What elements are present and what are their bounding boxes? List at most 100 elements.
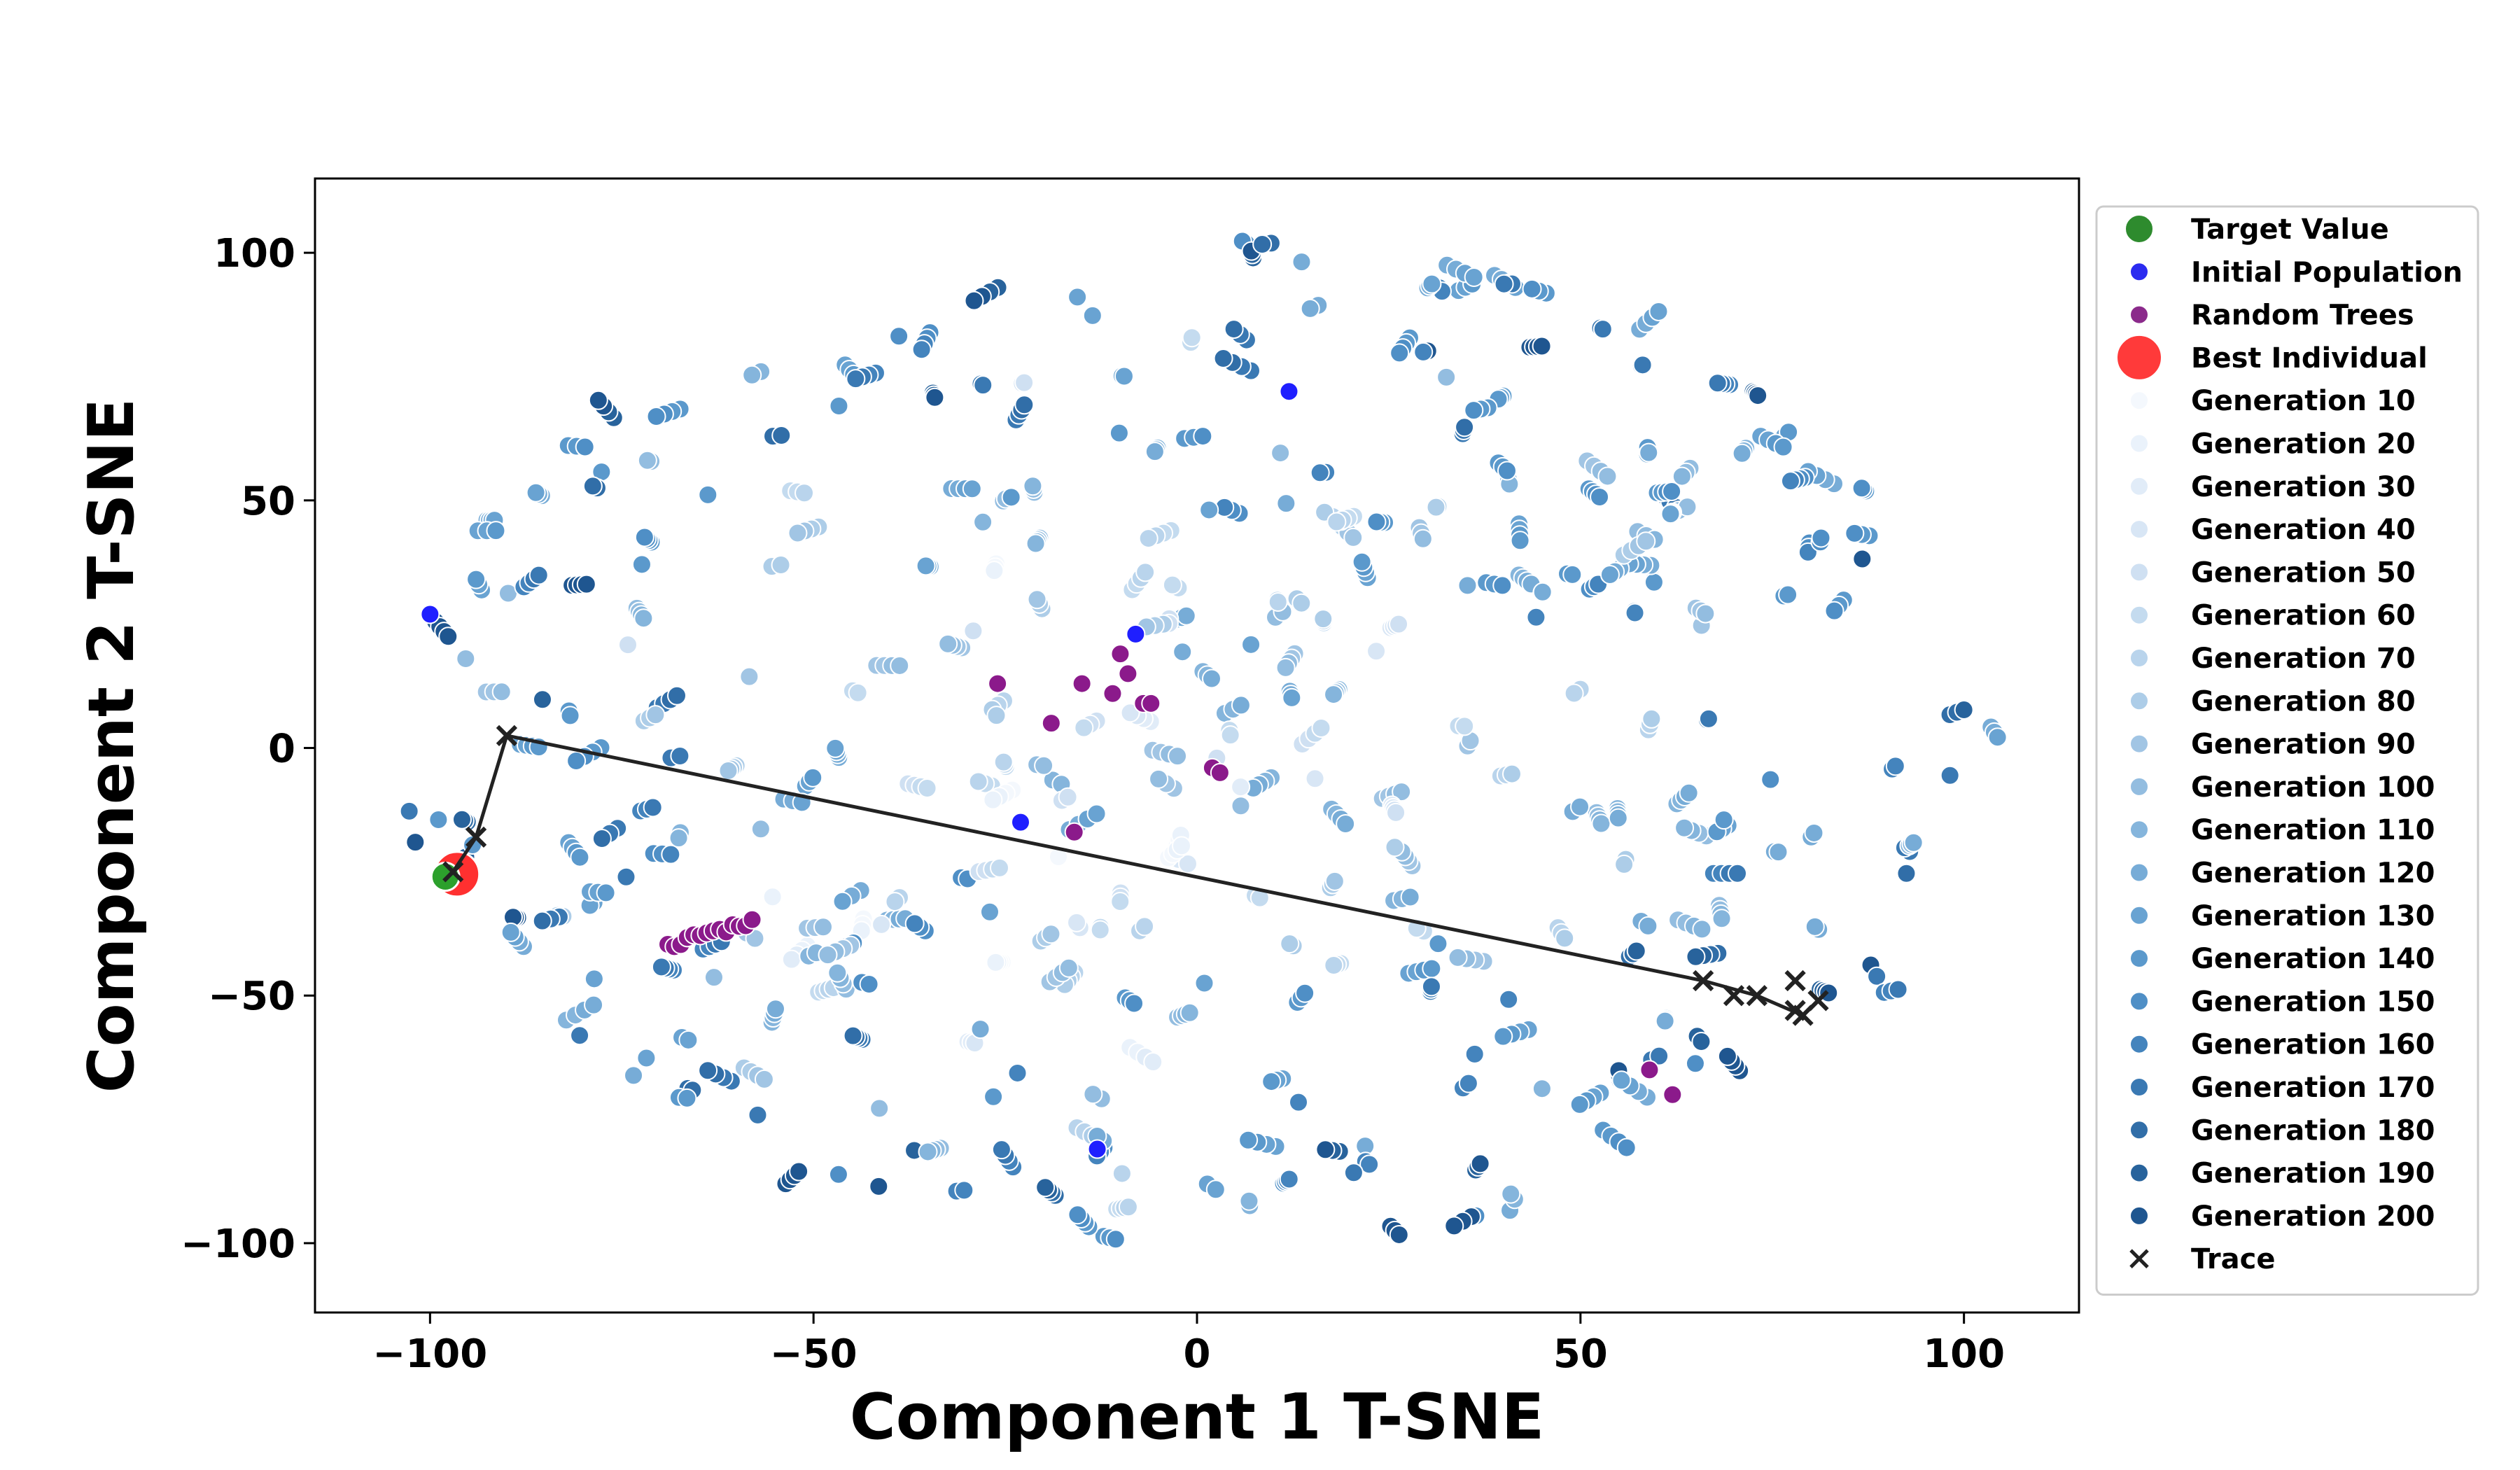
generation-point bbox=[1359, 1154, 1380, 1175]
generation-point bbox=[794, 483, 815, 503]
initial-population-point bbox=[420, 604, 440, 624]
generation-point bbox=[750, 819, 771, 839]
generation-point bbox=[1413, 342, 1434, 362]
generation-point bbox=[1180, 1002, 1200, 1023]
generation-point bbox=[1773, 437, 1793, 457]
generation-point bbox=[1026, 533, 1046, 554]
generation-point bbox=[532, 690, 552, 710]
y-tick-label: 100 bbox=[214, 231, 295, 276]
generation-point bbox=[1385, 837, 1405, 858]
generation-point bbox=[668, 828, 689, 848]
generation-point bbox=[1352, 552, 1372, 572]
trace-marker bbox=[1723, 985, 1745, 1007]
generation-point bbox=[1112, 1163, 1132, 1184]
generation-point bbox=[1600, 565, 1620, 585]
generation-point bbox=[718, 761, 738, 781]
generation-point bbox=[1522, 279, 1542, 299]
generation-point bbox=[771, 555, 791, 575]
legend-label: Generation 30 bbox=[2191, 471, 2416, 503]
legend-marker bbox=[2129, 304, 2149, 325]
generation-point bbox=[1282, 687, 1302, 708]
generation-point bbox=[1336, 813, 1356, 834]
generation-point bbox=[983, 1086, 1004, 1107]
x-tick-label: 50 bbox=[1553, 1331, 1608, 1377]
generation-point bbox=[1436, 367, 1457, 387]
generation-point bbox=[1455, 716, 1475, 736]
generation-point bbox=[1555, 928, 1575, 948]
trace-marker bbox=[465, 826, 487, 848]
generation-point bbox=[889, 326, 909, 346]
generation-point bbox=[704, 967, 724, 988]
generation-point bbox=[1748, 386, 1768, 406]
generation-point bbox=[651, 957, 671, 977]
generation-point bbox=[1231, 796, 1251, 816]
random-tree-point bbox=[1041, 713, 1061, 734]
generation-point bbox=[1324, 871, 1345, 891]
generation-point bbox=[1804, 822, 1824, 843]
generation-point bbox=[1458, 1073, 1478, 1093]
generation-point bbox=[917, 778, 937, 798]
generation-point bbox=[1493, 1026, 1513, 1046]
generation-point bbox=[1067, 912, 1087, 932]
legend-label: Generation 40 bbox=[2191, 514, 2416, 546]
generation-point bbox=[456, 648, 476, 668]
legend-marker bbox=[2129, 433, 2149, 454]
random-tree-point bbox=[1064, 822, 1084, 842]
generation-point bbox=[666, 685, 687, 706]
legend-label: Generation 120 bbox=[2191, 858, 2435, 890]
generation-point bbox=[983, 790, 1003, 810]
generation-point bbox=[1182, 328, 1202, 348]
generation-point bbox=[1852, 549, 1872, 569]
legend-marker bbox=[2129, 476, 2149, 496]
generation-point bbox=[1679, 783, 1699, 803]
generation-point bbox=[1392, 782, 1412, 802]
generation-point bbox=[1058, 958, 1079, 978]
generation-point bbox=[1086, 804, 1107, 824]
generation-point bbox=[1562, 564, 1583, 584]
generation-point bbox=[813, 917, 833, 937]
generation-point bbox=[1824, 601, 1844, 621]
generation-point bbox=[1023, 476, 1043, 496]
generation-point bbox=[1444, 1216, 1464, 1236]
generation-point bbox=[1655, 1011, 1675, 1031]
legend-label: Generation 180 bbox=[2191, 1114, 2435, 1147]
generation-point bbox=[1171, 836, 1191, 856]
generation-point bbox=[1569, 1094, 1590, 1114]
legend-label: Generation 140 bbox=[2191, 943, 2435, 975]
generation-point bbox=[973, 375, 993, 396]
generation-point bbox=[1400, 887, 1420, 907]
generation-point bbox=[918, 1142, 938, 1162]
legend-label: Generation 80 bbox=[2191, 685, 2416, 718]
generation-point bbox=[1422, 958, 1442, 979]
y-axis-label: Component 2 T-SNE bbox=[75, 398, 148, 1093]
generation-point bbox=[1201, 668, 1222, 689]
generation-point bbox=[1639, 442, 1659, 463]
generation-point bbox=[872, 914, 892, 934]
legend-label: Generation 20 bbox=[2191, 428, 2416, 461]
legend-marker bbox=[2129, 905, 2149, 925]
generation-point bbox=[560, 706, 580, 726]
generation-point bbox=[1324, 955, 1344, 976]
generation-point bbox=[1135, 562, 1156, 582]
generation-point bbox=[1526, 607, 1546, 627]
generation-point bbox=[1268, 592, 1288, 612]
initial-population-point bbox=[1087, 1139, 1107, 1159]
generation-point bbox=[1648, 301, 1669, 321]
legend-marker bbox=[2129, 1163, 2149, 1183]
generation-point bbox=[979, 902, 1000, 922]
generation-point bbox=[818, 945, 838, 965]
generation-point bbox=[1448, 947, 1468, 967]
generation-point bbox=[829, 396, 849, 416]
generation-point bbox=[1851, 478, 1872, 498]
generation-point bbox=[762, 887, 783, 907]
generation-point bbox=[885, 892, 905, 912]
random-tree-point bbox=[1210, 762, 1230, 783]
generation-point bbox=[1366, 641, 1387, 662]
generation-point bbox=[1614, 854, 1634, 874]
generation-point bbox=[827, 962, 848, 983]
random-tree-point bbox=[1072, 673, 1092, 694]
generation-point bbox=[486, 521, 506, 541]
generation-point bbox=[1313, 609, 1334, 629]
generation-point bbox=[1660, 504, 1681, 524]
generation-point bbox=[1389, 614, 1409, 634]
